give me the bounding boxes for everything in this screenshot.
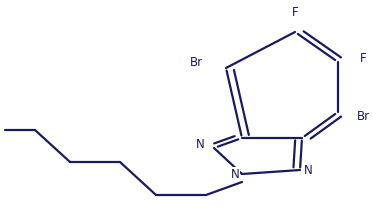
Text: N: N <box>196 139 204 151</box>
Text: N: N <box>231 168 239 181</box>
Text: N: N <box>304 164 312 176</box>
Text: Br: Br <box>189 55 203 68</box>
Text: Br: Br <box>356 109 369 122</box>
Text: F: F <box>292 5 298 18</box>
Text: F: F <box>360 51 366 64</box>
